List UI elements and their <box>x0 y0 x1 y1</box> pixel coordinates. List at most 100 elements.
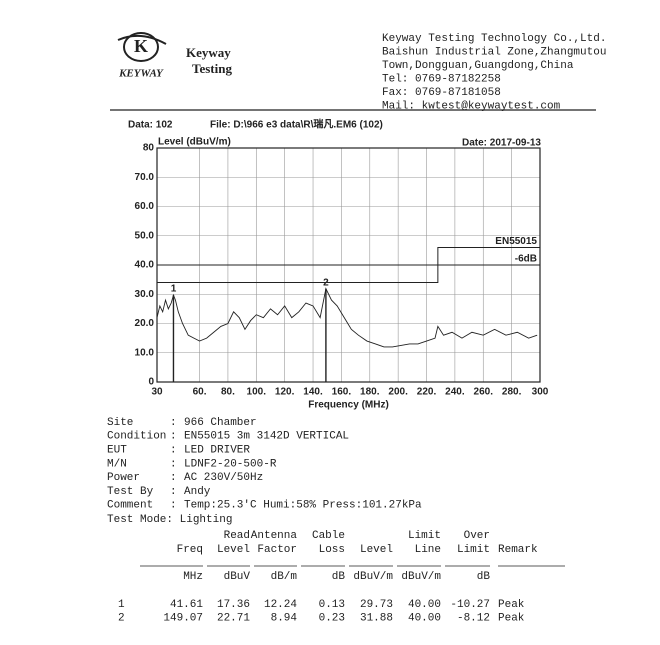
table-cell: Peak <box>498 599 525 611</box>
table-header: Factor <box>257 544 297 556</box>
logo-ring <box>123 32 159 62</box>
brand: Testing <box>192 61 232 76</box>
info-colon: : <box>170 486 177 498</box>
table-cell: 8.94 <box>271 612 298 624</box>
table-header-top: Cable <box>312 530 345 542</box>
table-cell: 0.13 <box>319 599 345 611</box>
company-line: Baishun Industrial Zone,Zhangmutou <box>382 46 606 58</box>
info-colon: : <box>170 458 177 470</box>
table-header-top: Antenna <box>251 530 298 542</box>
table-cell: 2 <box>118 612 125 624</box>
info-value: LDNF2-20-500-R <box>184 458 277 470</box>
table-cell: Peak <box>498 612 525 624</box>
x-tick-label: 300 <box>532 387 549 398</box>
y-tick-label: 0 <box>148 377 154 388</box>
table-unit: MHz <box>183 571 203 583</box>
y-tick-label: 70.0 <box>135 172 155 183</box>
info-value: Temp:25.3'C Humi:58% Press:101.27kPa <box>184 500 422 512</box>
table-cell: 22.71 <box>217 612 250 624</box>
table-cell: -8.12 <box>457 612 490 624</box>
y-tick-label: 10.0 <box>135 347 155 358</box>
x-tick-label: 200. <box>388 387 408 398</box>
table-cell: 41.61 <box>170 599 203 611</box>
limit-label: EN55015 <box>495 236 537 247</box>
y-tick-label: 20.0 <box>135 318 155 329</box>
marker-label: 2 <box>323 277 329 288</box>
x-tick-label: 280. <box>502 387 522 398</box>
y-tick-label: 40.0 <box>135 260 155 271</box>
info-colon: : <box>170 445 177 457</box>
table-unit: dBuV/m <box>401 571 441 583</box>
brand: Keyway <box>186 45 231 60</box>
y-axis-label: Level (dBuV/m) <box>158 137 231 148</box>
table-unit: dB <box>477 571 491 583</box>
x-tick-label: 180. <box>360 387 380 398</box>
table-unit: dB <box>332 571 346 583</box>
x-tick-label: 220. <box>417 387 437 398</box>
table-header: Level <box>360 544 393 556</box>
x-axis-label: Frequency (MHz) <box>308 400 389 411</box>
info-label: EUT <box>107 445 127 457</box>
table-header: Remark <box>498 544 538 556</box>
info-value: EN55015 3m 3142D VERTICAL <box>184 431 349 443</box>
table-header-top: Read <box>224 530 250 542</box>
x-tick-label: 100. <box>247 387 267 398</box>
x-tick-label: 260. <box>474 387 494 398</box>
table-unit: dBuV/m <box>353 571 393 583</box>
table-header: Loss <box>319 544 345 556</box>
company-line: Fax: 0769-87181058 <box>382 87 501 99</box>
table-unit: dBuV <box>224 571 251 583</box>
company-line: Tel: 0769-87182258 <box>382 73 501 85</box>
x-tick-label: 240. <box>445 387 465 398</box>
x-tick-label: 140. <box>303 387 323 398</box>
test-mode: Test Mode: Lighting <box>107 514 232 526</box>
table-header: Limit <box>457 544 490 556</box>
date: Date: 2017-09-13 <box>462 138 541 149</box>
info-colon: : <box>170 500 177 512</box>
logo-k: K <box>134 36 148 56</box>
table-header: Level <box>217 544 250 556</box>
info-colon: : <box>170 417 177 429</box>
table-header-top: Limit <box>408 530 441 542</box>
info-value: 966 Chamber <box>184 417 257 429</box>
info-colon: : <box>170 431 177 443</box>
company-line: Mail: kwtest@keywaytest.com <box>382 100 561 112</box>
table-cell: 31.88 <box>360 612 393 624</box>
table-cell: 40.00 <box>408 612 441 624</box>
limit-line <box>157 246 540 266</box>
info-label: Condition <box>107 431 166 443</box>
table-header: Line <box>415 544 441 556</box>
table-cell: 1 <box>118 599 125 611</box>
info-colon: : <box>170 472 177 484</box>
info-value: Andy <box>184 486 211 498</box>
table-cell: 17.36 <box>217 599 250 611</box>
logo-text: KEYWAY <box>118 68 164 80</box>
trace <box>156 287 538 348</box>
logo-swoosh <box>117 34 167 45</box>
x-tick-label: 160. <box>332 387 352 398</box>
file-name: File: D:\966 e3 data\R\瑞凡.EM6 (102) <box>210 118 383 131</box>
table-cell: 149.07 <box>163 612 203 624</box>
limit-label: -6dB <box>515 254 537 265</box>
table-cell: 0.23 <box>319 612 345 624</box>
x-tick-label: 60. <box>193 387 207 398</box>
info-label: Power <box>107 472 140 484</box>
marker-label: 1 <box>171 284 177 295</box>
info-label: Comment <box>107 500 153 512</box>
company-line: Town,Dongguan,Guangdong,China <box>382 60 574 72</box>
info-label: M/N <box>107 458 127 470</box>
info-label: Site <box>107 417 133 429</box>
y-tick-label: 80 <box>143 143 155 154</box>
x-tick-label: 120. <box>275 387 295 398</box>
table-cell: 40.00 <box>408 599 441 611</box>
company-line: Keyway Testing Technology Co.,Ltd. <box>382 33 606 45</box>
table-cell: 29.73 <box>360 599 393 611</box>
y-tick-label: 30.0 <box>135 289 155 300</box>
limit-line <box>157 264 540 284</box>
x-tick-label: 30 <box>151 387 163 398</box>
table-cell: 12.24 <box>264 599 297 611</box>
info-value: LED DRIVER <box>184 445 250 457</box>
x-tick-label: 80. <box>221 387 235 398</box>
